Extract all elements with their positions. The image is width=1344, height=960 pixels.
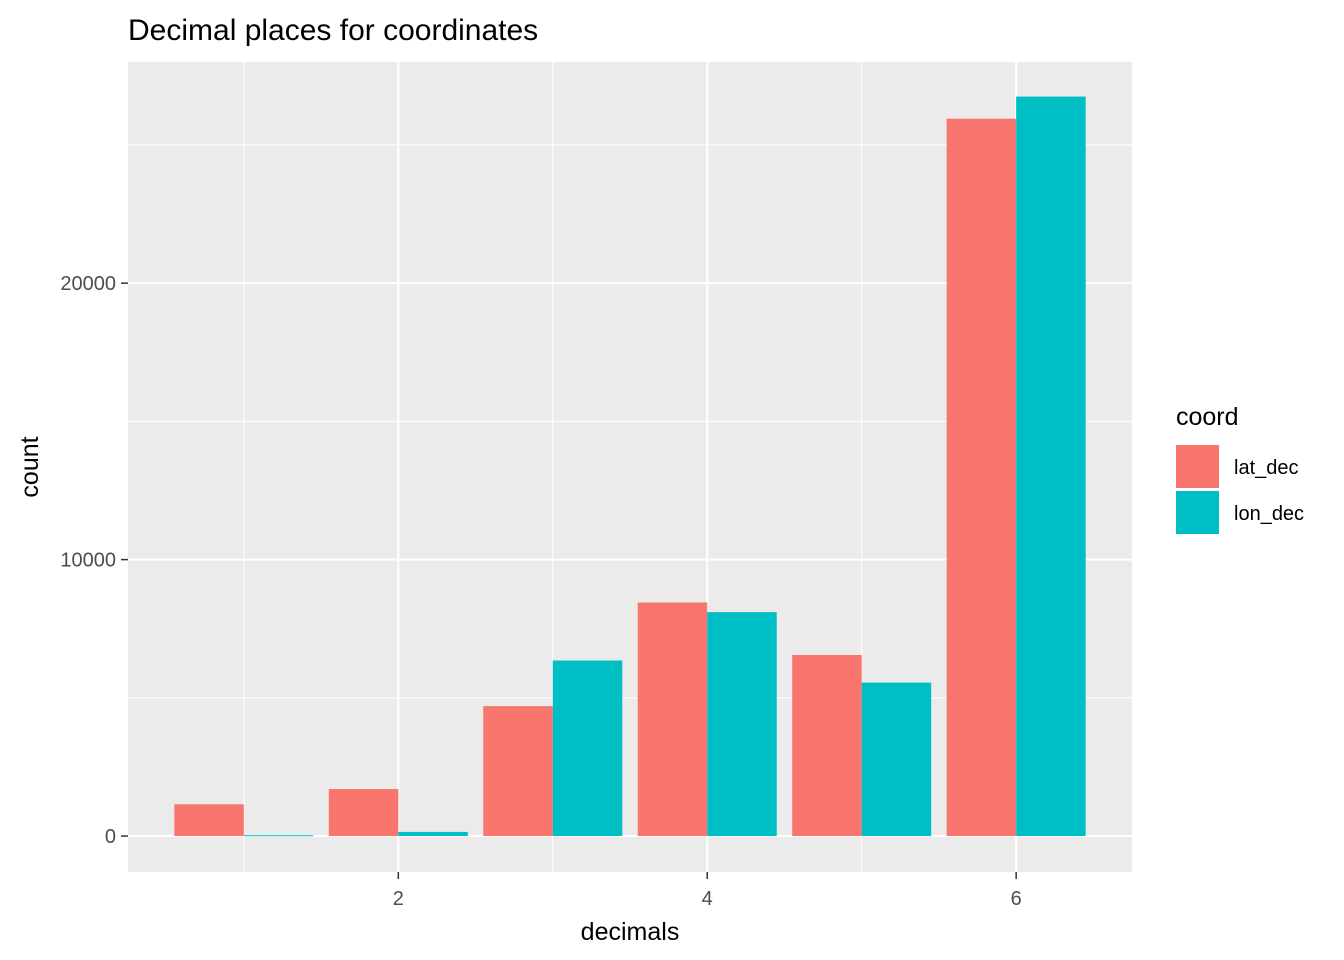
bar-lat_dec-2 bbox=[328, 789, 399, 837]
x-axis-label: decimals bbox=[581, 918, 680, 946]
legend-swatch-lon_dec bbox=[1176, 491, 1219, 534]
legend-swatch-lat_dec bbox=[1176, 445, 1219, 488]
bar-lat_dec-3 bbox=[483, 706, 553, 837]
x-tick-label: 6 bbox=[1011, 888, 1022, 910]
x-tick-label: 4 bbox=[702, 888, 713, 910]
bar-lat_dec-5 bbox=[792, 654, 862, 837]
legend-items: lat_dec lon_dec bbox=[1176, 445, 1304, 534]
legend-title: coord bbox=[1176, 403, 1239, 431]
legend-label-lat_dec: lat_dec bbox=[1234, 457, 1299, 479]
bar-lon_dec-1 bbox=[243, 835, 314, 837]
y-tick-label: 10000 bbox=[60, 550, 116, 572]
bar-lon_dec-2 bbox=[398, 831, 468, 837]
bar-lon_dec-3 bbox=[552, 660, 623, 837]
legend: coord lat_dec lon_dec bbox=[1176, 403, 1304, 534]
bar-lon_dec-6 bbox=[1016, 96, 1086, 837]
bars bbox=[174, 96, 1086, 837]
y-tick-label: 20000 bbox=[60, 273, 116, 295]
y-axis: 0 10000 20000 bbox=[60, 273, 128, 848]
chart-title: Decimal places for coordinates bbox=[128, 14, 538, 47]
bar-lon_dec-5 bbox=[861, 682, 932, 837]
bar-lat_dec-1 bbox=[174, 804, 244, 837]
x-axis: 2 4 6 bbox=[393, 872, 1022, 910]
y-axis-label: count bbox=[16, 436, 44, 497]
bar-lon_dec-4 bbox=[707, 612, 777, 837]
bar-lat_dec-4 bbox=[637, 602, 708, 837]
y-tick-label: 0 bbox=[105, 826, 116, 848]
bar-lat_dec-6 bbox=[946, 118, 1017, 837]
x-tick-label: 2 bbox=[393, 888, 404, 910]
legend-label-lon_dec: lon_dec bbox=[1234, 503, 1304, 525]
